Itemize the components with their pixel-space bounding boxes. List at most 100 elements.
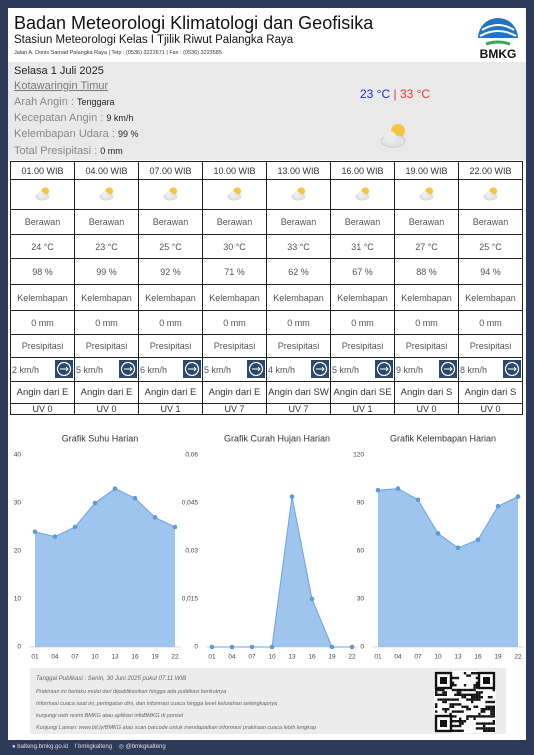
qr-cell (456, 691, 459, 694)
qr-cell (468, 708, 471, 711)
humidity: 99 % (96, 266, 117, 277)
qr-cell (478, 712, 481, 716)
weather-icon (376, 118, 412, 159)
cell: 67 % (330, 258, 395, 285)
wind-icon-slot (503, 359, 521, 380)
qr-cell (471, 696, 474, 699)
cell: Presipitasi (266, 334, 331, 358)
social: balteng.bmkg.go.id (17, 744, 68, 750)
temp: 33 °C (287, 241, 310, 252)
qr-cell (463, 693, 467, 696)
qr-cell (478, 693, 481, 696)
cell: Kelembapan (138, 284, 203, 311)
qr-cell (437, 698, 440, 701)
wind-cell: 8 km/h (460, 359, 522, 380)
cell: 5 km/h (74, 357, 139, 382)
wind-speed: 4 km/h (268, 364, 296, 375)
x-tick-label: 04 (228, 654, 236, 661)
qr-cell (454, 676, 457, 680)
uv: UV 7 (224, 404, 245, 414)
x-tick-label: 22 (514, 654, 522, 661)
web[interactable]: ● balteng.bmkg.go.id (12, 744, 68, 750)
y-tick-label: 30 (357, 596, 365, 603)
note: kunjungi web resmi BMKG atau aplikasi in… (36, 713, 184, 719)
footer (30, 668, 506, 734)
label: Total Presipitasi : (14, 145, 98, 157)
wind-icon-slot (119, 359, 137, 380)
qr-cell (447, 698, 450, 701)
region[interactable]: Kotawaringin Timur (14, 80, 109, 92)
value: Tenggara (77, 97, 115, 107)
qr-cell (459, 691, 462, 694)
cell: Presipitasi (330, 334, 395, 358)
y-tick-label: 0 (194, 644, 198, 651)
twitter[interactable]: ◎ @bmkgkalteng (118, 744, 166, 750)
qr-cell (454, 684, 457, 687)
qr-cell (459, 703, 462, 706)
qr-cell (463, 720, 467, 723)
cell: 31 °C (330, 234, 395, 259)
wind-icon-slot (439, 359, 457, 380)
qr-cell (435, 691, 438, 694)
qr-cell (485, 727, 488, 730)
qr-cell (451, 698, 455, 701)
qr-cell (451, 724, 455, 728)
qr-cell (449, 712, 452, 716)
date: Selasa 1 Juli 2025 (14, 65, 104, 77)
published: Tanggal Publikasi : Senin, 30 Juni 2025 … (36, 676, 187, 682)
y-tick-label: 0,045 (182, 500, 199, 507)
wind-icon-slot (55, 359, 73, 380)
cell: UV 7 (266, 403, 331, 415)
facebook[interactable]: f bmkgkalteng (74, 744, 113, 750)
cell: Angin dari E (10, 381, 75, 404)
qr-cell (459, 717, 462, 720)
qr-cell (454, 693, 457, 696)
logo: BMKG (478, 18, 518, 61)
qr-cell (475, 693, 479, 696)
qr-cell (480, 710, 483, 713)
cell: 0 mm (202, 310, 267, 335)
x-tick-label: 01 (374, 654, 382, 661)
qr-cell (451, 703, 455, 706)
cell: UV 0 (458, 403, 523, 415)
qr-cell (466, 698, 469, 701)
qr-cell (478, 727, 481, 730)
y-tick-label: 120 (353, 452, 364, 459)
table-row (10, 179, 523, 210)
precip-label: Presipitasi (469, 341, 512, 351)
qr-cell (478, 696, 481, 699)
cloud-icon (355, 186, 369, 200)
humidity: 71 % (224, 266, 245, 277)
wind-icon-slot (183, 359, 201, 380)
cell: Angin dari E (74, 381, 139, 404)
wind-speed: 5 km/h (332, 364, 360, 375)
cell: 0 mm (266, 310, 331, 335)
cell (458, 179, 523, 210)
cell: 33 °C (266, 234, 331, 259)
qr-cell (451, 729, 455, 732)
y-tick-label: 40 (14, 452, 22, 459)
cell: Angin dari SE (330, 381, 395, 404)
y-tick-label: 0,015 (182, 596, 199, 603)
qr-cell (480, 691, 483, 694)
x-tick-label: 22 (348, 654, 356, 661)
qr-cell (471, 715, 474, 718)
qr-cell (461, 710, 464, 713)
qr-cell (485, 729, 488, 732)
time: 07.00 WIB (149, 165, 192, 176)
qr-cell (466, 674, 469, 677)
precip-label: Presipitasi (21, 341, 64, 351)
qr-cell (449, 705, 452, 708)
note: Kunjungi Laman: www.bit.ly/BMKG atau sca… (36, 725, 317, 731)
qr-cell (444, 691, 447, 694)
qr-cell (485, 700, 488, 704)
cell (74, 179, 139, 210)
uv: UV 0 (480, 404, 501, 414)
y-tick-label: 0,06 (185, 452, 198, 459)
qr-cell (435, 705, 438, 708)
point (415, 497, 421, 503)
point (229, 644, 235, 650)
table-row: 0 mm 0 mm 0 mm 0 mm 0 mm 0 mm 0 mm 0 mm (10, 310, 523, 335)
point (269, 644, 275, 650)
cell: 07.00 WIB (138, 161, 203, 180)
